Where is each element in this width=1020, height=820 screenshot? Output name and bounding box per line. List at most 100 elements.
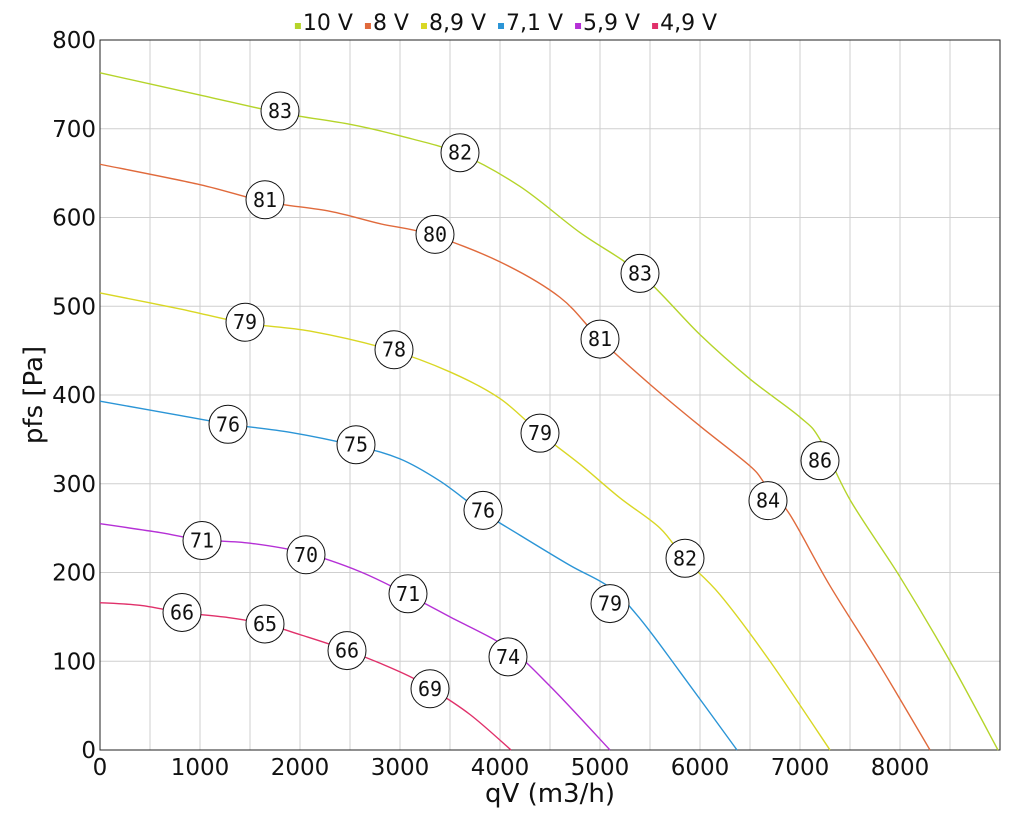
efficiency-marker-label: 71 [190,529,214,553]
x-tick-label: 2000 [271,755,330,781]
efficiency-marker: 74 [488,637,528,677]
efficiency-marker: 83 [620,253,660,293]
legend-swatch [420,23,427,29]
x-tick-label: 0 [93,755,108,781]
x-tick-label: 5000 [571,755,630,781]
legend-item: 8,9 V [420,11,486,36]
legend-item: 8 V [364,11,409,36]
efficiency-marker-circle [162,592,202,632]
efficiency-marker-label: 81 [253,188,277,212]
legend-label: 4,9 V [660,11,717,36]
efficiency-marker: 75 [336,425,376,465]
efficiency-marker-circle [580,319,620,359]
grid [99,39,1001,751]
efficiency-marker-label: 81 [588,327,612,351]
efficiency-marker-circle [488,637,528,677]
x-tick-label: 8000 [871,755,930,781]
efficiency-marker: 83 [260,91,300,131]
efficiency-marker: 76 [463,490,503,530]
efficiency-marker-circle [520,413,560,453]
legend-swatch [364,23,371,29]
efficiency-marker: 79 [590,584,630,624]
efficiency-marker: 79 [520,413,560,453]
legend-label: 5,9 V [583,11,640,36]
efficiency-marker-circle [620,253,660,293]
efficiency-marker: 66 [162,592,202,632]
efficiency-marker-circle [665,538,705,578]
efficiency-marker: 66 [327,631,367,671]
efficiency-marker: 71 [388,574,428,614]
y-tick-label: 400 [52,383,96,409]
efficiency-marker: 80 [415,214,455,254]
efficiency-marker-label: 82 [448,141,472,165]
efficiency-marker: 69 [410,669,450,709]
efficiency-marker-label: 71 [396,582,420,606]
efficiency-marker-label: 83 [628,261,652,285]
efficiency-marker: 82 [665,538,705,578]
efficiency-marker-label: 80 [423,222,447,246]
efficiency-marker-circle [245,604,285,644]
y-tick-label: 100 [52,649,96,675]
efficiency-marker-circle [388,574,428,614]
efficiency-marker: 84 [748,481,788,521]
x-tick-label: 7000 [771,755,830,781]
efficiency-marker: 82 [440,133,480,173]
legend-swatch [294,23,301,29]
efficiency-marker-label: 66 [170,600,194,624]
y-tick-label: 600 [52,206,96,232]
y-tick-label: 300 [52,472,96,498]
series-line-5 [99,601,512,751]
efficiency-marker-label: 83 [268,99,292,123]
tick-labels: 0 1000 2000 3000 4000 5000 6000 7000 8000 0 100 200… [52,28,929,781]
efficiency-marker-label: 76 [471,498,495,522]
efficiency-marker-label: 75 [344,433,368,457]
y-axis-title: pfs [Pa] [19,346,49,444]
efficiency-marker: 79 [225,302,265,342]
legend-label: 8 V [373,11,409,36]
efficiency-marker-label: 82 [673,546,697,570]
legend-item: 4,9 V [652,11,717,36]
x-tick-label: 6000 [671,755,730,781]
legend-swatch [575,23,582,29]
y-tick-label: 200 [52,561,96,587]
efficiency-marker-circle [182,521,222,561]
efficiency-marker: 81 [580,319,620,359]
efficiency-marker: 76 [208,404,248,444]
efficiency-marker-label: 69 [418,677,442,701]
legend-label: 8,9 V [429,11,486,36]
legend-swatch [652,23,659,29]
efficiency-marker: 71 [182,521,222,561]
legend-item: 10 V [294,11,353,36]
efficiency-marker-circle [286,535,326,575]
efficiency-marker: 81 [245,180,285,220]
y-tick-label: 500 [52,294,96,320]
legend-item: 5,9 V [575,11,640,36]
efficiency-marker: 65 [245,604,285,644]
y-tick-label: 800 [52,28,96,54]
efficiency-marker-label: 84 [756,489,780,513]
efficiency-marker-label: 79 [233,310,257,334]
legend-label: 10 V [303,11,353,36]
efficiency-marker-circle [800,441,840,481]
efficiency-marker-circle [440,133,480,173]
efficiency-marker-circle [336,425,376,465]
efficiency-marker-circle [260,91,300,131]
legend: 10 V 8 V 8,9 V 7,1 V 5,9 V 4,9 V [294,11,717,36]
efficiency-marker-label: 65 [253,612,277,636]
efficiency-marker-circle [590,584,630,624]
efficiency-marker: 86 [800,441,840,481]
marker-layer: 83 82 83 86 81 80 81 84 79 78 79 82 76 75 76 79 71 70 71 74… [162,91,840,709]
efficiency-marker-label: 78 [382,338,406,362]
efficiency-marker-circle [410,669,450,709]
x-tick-label: 4000 [471,755,530,781]
plot-frame [99,39,1001,751]
efficiency-marker-circle [225,302,265,342]
x-axis-title: qV (m3/h) [485,779,615,809]
legend-item: 7,1 V [498,11,563,36]
efficiency-marker-label: 76 [216,412,240,436]
efficiency-marker: 78 [374,330,414,370]
efficiency-marker-circle [374,330,414,370]
efficiency-marker-label: 70 [294,543,318,567]
